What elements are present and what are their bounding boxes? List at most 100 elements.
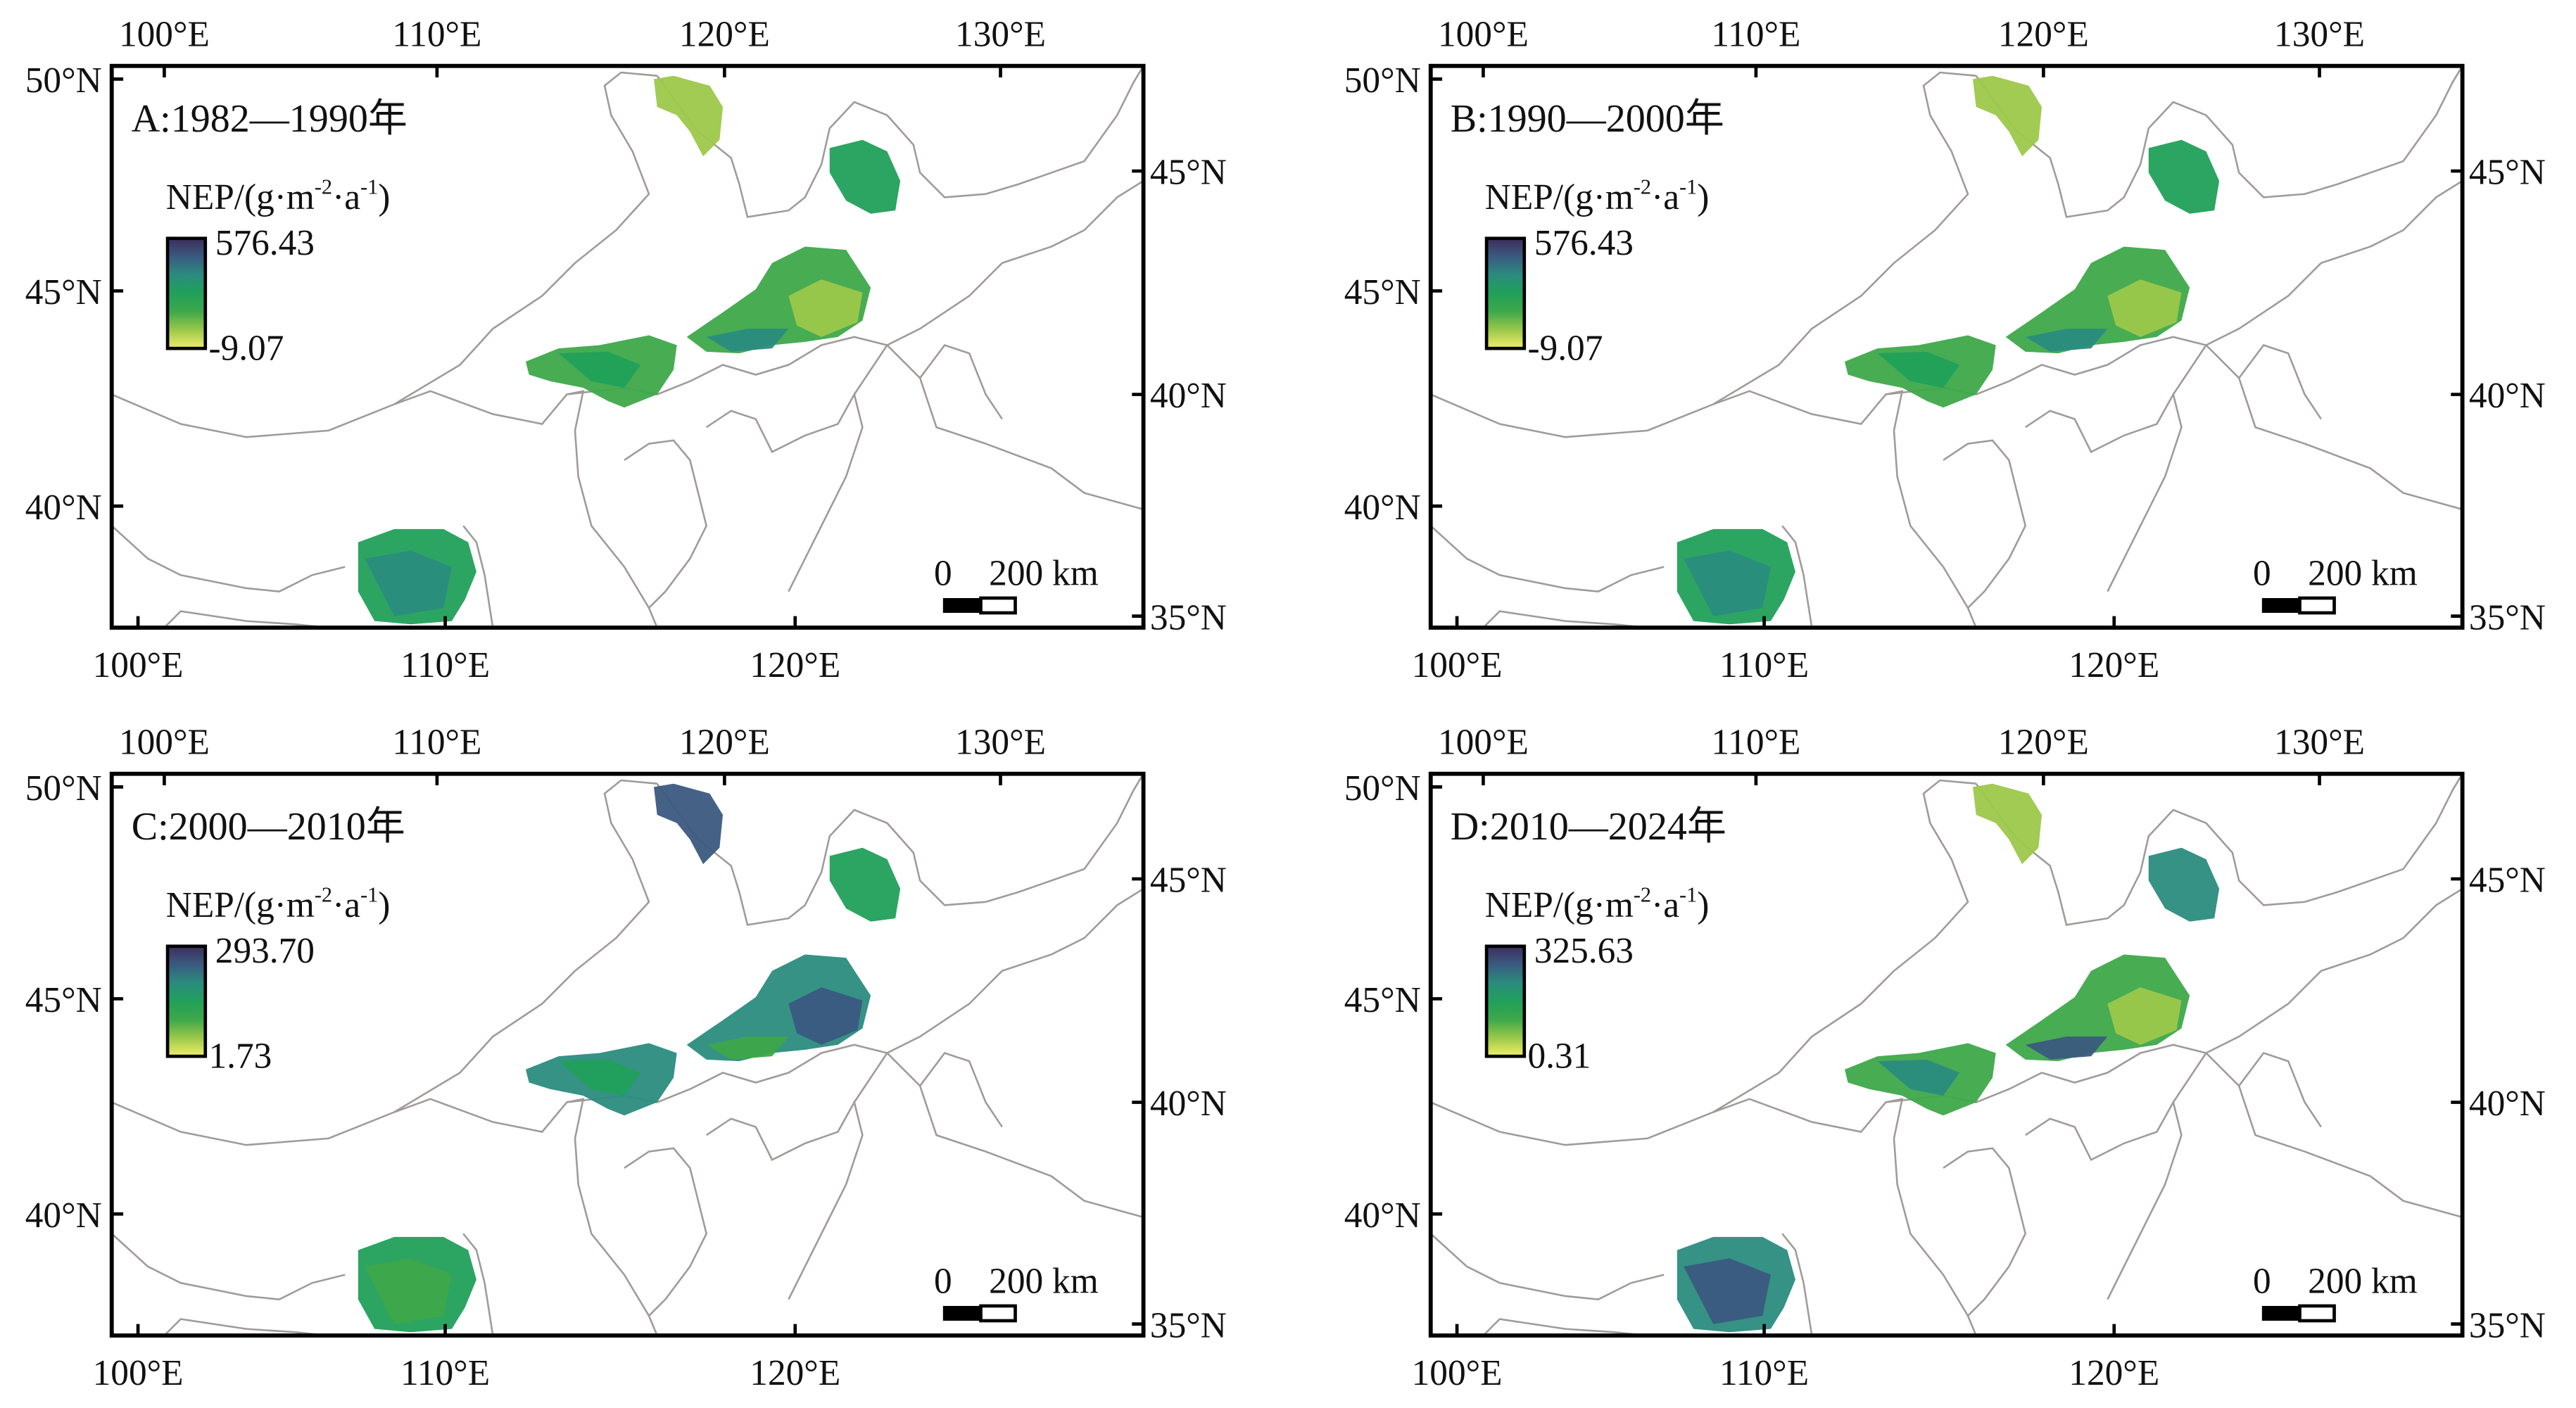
province-boundary [1943,439,2027,609]
legend-title-part: ) [378,177,390,217]
colorbar [1484,944,1527,1058]
right-lat-tick-label: 45°N [2469,153,2546,193]
vegetation-nep-patch [1973,783,2043,865]
province-boundary [163,610,329,629]
vegetation-nep-patch [788,279,863,337]
map-area [1429,65,2463,629]
province-boundary [111,779,657,1146]
legend-title-part: ·a [1651,177,1679,217]
panel-title: B:1990—2000年 [1451,97,1724,141]
province-boundary [2238,343,2322,420]
map-frame [1428,63,2465,630]
province-boundary [393,1098,658,1336]
province-boundary [567,336,1144,511]
province-boundary [1712,1098,1977,1336]
vegetation-nep-patch [1684,1258,1771,1324]
right-lat-tick-label: 40°N [1150,1084,1227,1124]
top-lon-tick-label: 110°E [1711,15,1800,55]
vegetation-nep-patch [829,847,901,922]
province-boundary [1430,71,1976,438]
right-lat-tick-label: 40°N [2469,1084,2546,1124]
legend-title-part: -2 [315,175,332,199]
left-lat-tick-label: 50°N [1344,61,1421,101]
scale-bar-white-segment [2298,596,2336,615]
top-lon-tick-label: 110°E [392,15,481,55]
province-boundary [2172,887,2463,1103]
vegetation-nep-patch [654,75,724,157]
left-lat-tick-label: 50°N [25,768,102,808]
legend-title-part: -2 [1634,175,1651,199]
bottom-lon-tick-label: 110°E [400,1353,490,1393]
province-boundary [1943,1147,2027,1317]
top-lon-tick-label: 110°E [392,723,481,763]
bottom-lon-tick-label: 120°E [750,1353,840,1393]
map-panel-a: 100°E 110°E 120°E 130°E 100°E 110°E 120°E 50°N 4… [0,0,1288,700]
scale-bar-black-segment [2261,597,2300,613]
province-boundary [2024,392,2183,592]
map-panel-d: 100°E 110°E 120°E 130°E 100°E 110°E 120°E 50°N 4… [1319,708,2576,1408]
scale-bar-white-segment [979,596,1017,615]
bottom-lon-tick-label: 110°E [1719,645,1809,685]
vegetation-nep-patch [1877,351,1960,388]
province-boundary [2238,1051,2322,1128]
province-boundary [111,71,657,438]
province-boundary [1482,610,1648,629]
left-lat-tick-label: 45°N [25,272,102,312]
legend-title: NEP/(g·m-2·a-1) [166,175,391,217]
legend-title-part: -1 [1679,175,1697,199]
scale-bar-zero-label: 0 [934,553,952,593]
map-frame [109,63,1146,630]
legend-title-part: ) [1697,885,1709,925]
left-lat-tick-label: 45°N [1344,272,1421,312]
map-svg: 100°E 110°E 120°E 130°E 100°E 110°E 120°E 50°N 4… [1344,723,2546,1393]
left-lat-tick-label: 40°N [25,488,102,528]
legend-title-part: NEP/(g·m [166,885,315,925]
vegetation-nep-patch [2025,1036,2108,1060]
right-lat-tick-label: 40°N [2469,376,2546,416]
left-lat-tick-label: 40°N [25,1195,102,1236]
colorbar [165,944,208,1058]
vegetation-nep-patch [558,1059,641,1096]
province-boundary [1886,1044,2463,1219]
vegetation-nep-patch [365,1258,452,1324]
vegetation-nep-patch [1684,550,1771,616]
top-lon-tick-label: 110°E [1711,723,1800,763]
bottom-lon-tick-label: 120°E [2069,645,2159,685]
province-boundary [1429,525,1665,592]
left-lat-tick-label: 45°N [1344,980,1421,1020]
right-lat-tick-label: 35°N [2469,597,2546,638]
legend-title-part: NEP/(g·m [1485,885,1634,925]
scale-bar-zero-label: 0 [2253,1261,2271,1301]
legend-title-part: -1 [360,883,378,907]
scale-bar-distance-label: 200 km [2308,553,2418,593]
top-lon-tick-label: 100°E [1438,723,1529,763]
vegetation-nep-patch [2148,139,2220,214]
province-boundary [1712,390,1977,628]
legend-title-part: ) [378,885,390,925]
province-boundary [1975,773,2463,926]
vegetation-nep-patch [788,987,863,1045]
colorbar-max-label: 325.63 [1534,931,1634,971]
province-boundary [2024,1100,2183,1300]
vegetation-nep-patch [654,783,724,865]
bottom-lon-tick-label: 100°E [93,1353,184,1393]
vegetation-nep-patch [829,139,901,214]
province-boundary [462,525,494,628]
panel-title: C:2000—2010年 [132,805,405,849]
panel-title: D:2010—2024年 [1451,805,1726,849]
bottom-lon-tick-label: 120°E [2069,1353,2159,1393]
top-lon-tick-label: 120°E [1998,15,2089,55]
scale-bar-distance-label: 200 km [989,553,1099,593]
vegetation-nep-patch [706,1036,789,1060]
map-svg: 100°E 110°E 120°E 130°E 100°E 110°E 120°E 50°N 4… [25,15,1227,685]
bottom-lon-tick-label: 100°E [1412,645,1503,685]
province-boundary [1482,1318,1648,1337]
scale-bar-white-segment [2298,1304,2336,1323]
province-boundary [853,887,1144,1103]
left-lat-tick-label: 40°N [1344,1195,1421,1236]
colorbar-max-label: 293.70 [215,931,315,971]
top-lon-tick-label: 120°E [679,723,770,763]
bottom-lon-tick-label: 110°E [1719,1353,1809,1393]
vegetation-nep-patch [558,351,641,388]
colorbar-max-label: 576.43 [1534,223,1634,263]
